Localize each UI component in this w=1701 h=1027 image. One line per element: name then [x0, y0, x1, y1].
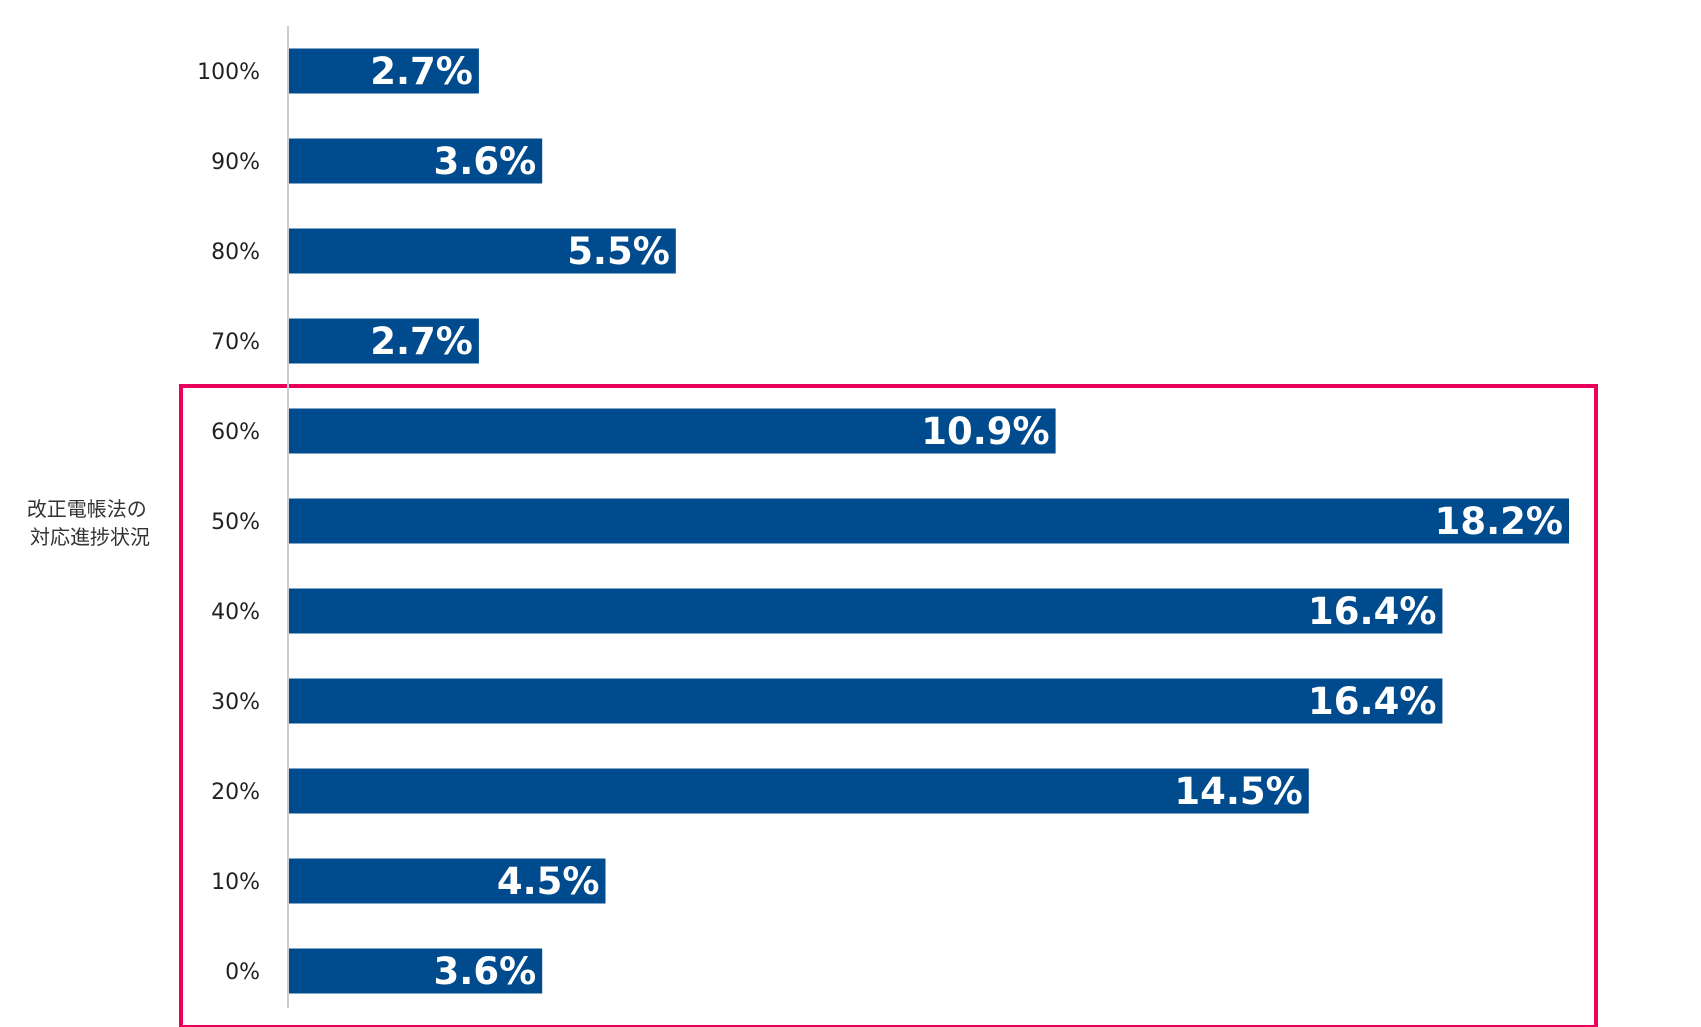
- bar-0pct: [289, 948, 543, 994]
- bar-20pct: [289, 768, 1309, 814]
- bar-10pct: [289, 858, 606, 904]
- bar-30pct: [289, 678, 1443, 724]
- data-label: 3.6%: [434, 140, 537, 183]
- category-label: 50%: [211, 510, 260, 535]
- bars-layer: [289, 48, 1569, 994]
- bar-40pct: [289, 588, 1443, 634]
- category-label: 70%: [211, 330, 260, 355]
- y-axis-title-line-1: 改正電帳法の: [27, 497, 147, 521]
- data-label: 16.4%: [1308, 680, 1436, 723]
- category-label: 40%: [211, 600, 260, 625]
- data-label: 3.6%: [434, 950, 537, 993]
- bar-60pct: [289, 408, 1056, 454]
- category-labels: 100% 90% 80% 70% 60% 50% 40% 30% 20% 10% 0%: [197, 60, 260, 985]
- bar-50pct: [289, 498, 1569, 544]
- data-label: 10.9%: [921, 410, 1049, 453]
- data-label: 16.4%: [1308, 590, 1436, 633]
- data-label: 18.2%: [1435, 500, 1563, 543]
- category-label: 0%: [225, 960, 260, 985]
- category-label: 10%: [211, 870, 260, 895]
- data-label: 14.5%: [1174, 770, 1302, 813]
- data-label: 2.7%: [370, 320, 473, 363]
- data-label: 5.5%: [567, 230, 670, 273]
- category-label: 100%: [197, 60, 260, 85]
- category-label: 30%: [211, 690, 260, 715]
- bar-70pct: [289, 318, 479, 364]
- category-label: 60%: [211, 420, 260, 445]
- y-axis-title-line-2: 対応進捗状況: [30, 525, 150, 549]
- category-label: 90%: [211, 150, 260, 175]
- data-label: 2.7%: [370, 50, 473, 93]
- data-labels: 2.7% 3.6% 5.5% 2.7% 10.9% 18.2% 16.4% 16.4% 14.5…: [370, 50, 1563, 993]
- highlight-box-layer: [179, 384, 1598, 1027]
- category-label: 20%: [211, 780, 260, 805]
- category-label: 80%: [211, 240, 260, 265]
- bar-100pct: [289, 48, 479, 94]
- bar-90pct: [289, 138, 543, 184]
- y-axis-title: 改正電帳法の 対応進捗状況: [27, 497, 153, 549]
- data-label: 4.5%: [497, 860, 600, 903]
- bar-80pct: [289, 228, 676, 274]
- highlight-box: [179, 384, 1598, 1027]
